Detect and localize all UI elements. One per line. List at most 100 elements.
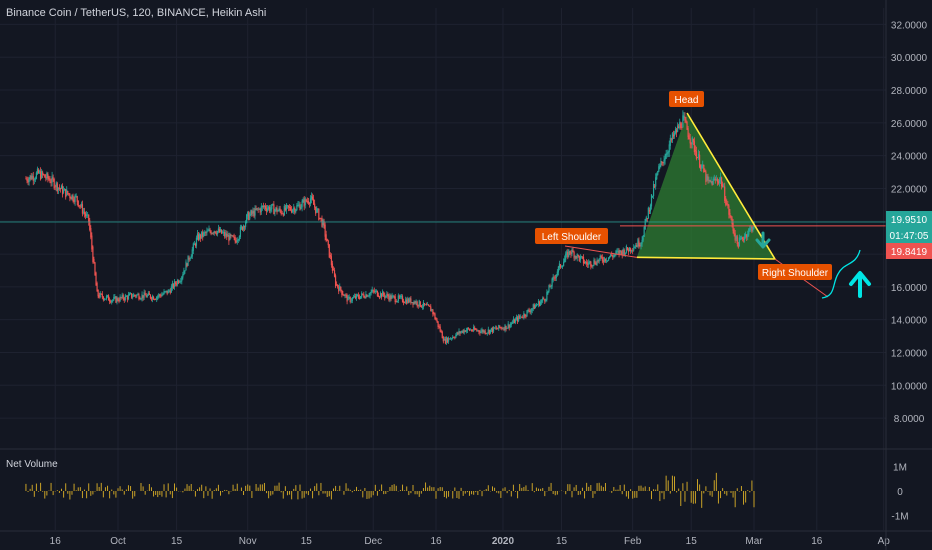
candle-body [265,208,268,212]
candle-body [599,255,601,260]
candle-body [480,331,482,333]
candle-body [742,238,745,241]
candle-body [92,246,94,263]
candle-body [658,166,660,172]
candle-body [694,149,697,152]
candle-body [72,195,74,201]
candle-body [664,158,666,161]
candle-body [100,293,102,295]
candle-body [288,207,291,208]
candle-body [50,181,52,183]
candle-body [575,256,577,259]
head-label[interactable]: Head [669,91,704,107]
candle-body [223,231,225,233]
candle-body [36,168,39,174]
candle-body [128,293,131,296]
candle-body [304,198,306,206]
x-tick-label: 15 [556,536,568,547]
candle-body [383,292,385,296]
candle-body [347,296,349,301]
candle-body [476,329,478,331]
candle-body [448,338,451,340]
candle-body [670,139,672,141]
svg-text:19.9510: 19.9510 [891,215,928,226]
candle-body [643,227,645,237]
candle-body [661,161,663,163]
candle-body [123,298,125,301]
candle-body [704,170,706,172]
candle-body [323,220,325,226]
candle-body [429,305,431,307]
candle-body [262,206,265,208]
candle-body [162,293,164,295]
candle-body [702,164,704,167]
svg-text:Head: Head [675,95,699,106]
candle-body [572,250,574,253]
candle-body [527,309,529,312]
candle-body [588,262,590,265]
candle-body [723,186,725,188]
candle-body [734,233,736,241]
candle-body [472,330,474,332]
candle-body [122,295,124,300]
candle-body [629,248,632,252]
candle-body [559,264,562,268]
candle-body [741,237,744,240]
candle-body [515,317,518,320]
candle-body [198,233,201,240]
x-tick-label: Mar [745,536,763,547]
candle-body [200,234,202,239]
candle-body [245,221,247,228]
candle-body [348,296,350,298]
candle-body [389,294,391,300]
candle-body [481,329,483,332]
candle-body [518,315,520,321]
candle-body [555,274,557,279]
candle-body [553,277,555,279]
candle-body [319,217,321,219]
candle-body [139,298,141,300]
candle-body [182,274,184,278]
candle-body [163,291,165,295]
candle-body [44,174,46,178]
right-shoulder-label[interactable]: Right Shoulder [758,264,832,280]
candle-body [747,233,749,237]
candle-body [42,172,44,175]
candle-body [501,327,503,329]
candle-body [644,218,646,229]
candle-body [114,296,116,298]
candle-body [716,179,718,182]
candle-body [333,270,336,277]
candle-body [373,290,375,293]
candle-body [586,262,588,264]
candle-body [596,259,598,265]
candle-body [277,210,279,212]
candle-body [187,255,189,266]
candle-body [80,203,82,207]
candle-body [243,226,246,228]
candle-body [637,239,639,247]
candle-body [172,284,175,288]
candle-body [207,230,209,232]
svg-text:Left Shoulder: Left Shoulder [542,232,602,243]
candle-body [397,295,399,302]
candle-body [237,239,239,241]
left-shoulder-label[interactable]: Left Shoulder [535,228,608,244]
candle-body [408,299,410,303]
candle-body [406,300,408,304]
candle-body [477,330,479,332]
candle-body [405,299,407,303]
x-tick-label: 15 [301,536,313,547]
candle-body [326,238,328,242]
candle-body [201,231,203,238]
candle-body [191,249,193,257]
candle-body [59,188,62,190]
candle-body [454,337,456,339]
candle-body [557,266,559,273]
candle-body [127,294,130,299]
candle-body [345,294,347,296]
volume-panel-title: Net Volume [6,459,58,470]
candle-body [48,177,50,180]
